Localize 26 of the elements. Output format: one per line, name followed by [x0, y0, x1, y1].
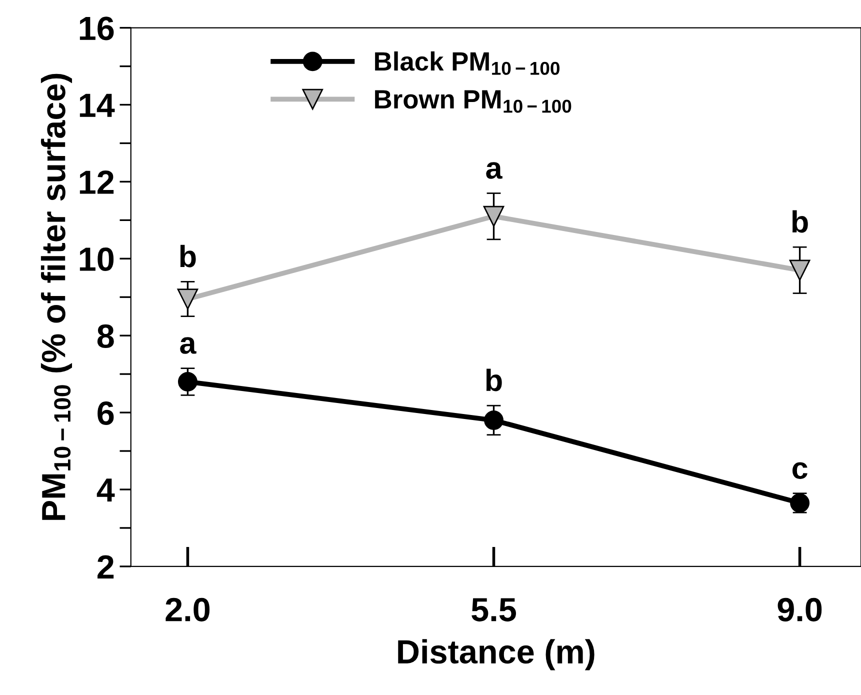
point — [178, 372, 198, 392]
y-tick-label: 2 — [98, 555, 114, 579]
point — [789, 260, 810, 281]
y-tick-label: 12 — [80, 170, 114, 194]
point — [483, 206, 504, 227]
annotation: b — [486, 368, 502, 392]
y-tick-label: 8 — [97, 324, 114, 348]
x-tick-label: 2.0 — [166, 598, 210, 622]
x-tick-label: 5.5 — [472, 598, 516, 622]
x-tick-label: 9.0 — [778, 598, 822, 622]
annotation: c — [792, 462, 808, 479]
y-tick-label: 10 — [80, 247, 114, 272]
x-axis-title: Distance (m) — [398, 639, 594, 670]
y-tick-label: 4 — [96, 478, 115, 502]
y-axis-title: PM$_{10−100}$ (% of filter surface) — [40, 74, 72, 520]
y-tick-label: 16 — [80, 16, 114, 40]
annotation: a — [486, 162, 502, 179]
point — [177, 288, 198, 310]
annotation: a — [180, 337, 196, 354]
annotation: b — [792, 210, 808, 233]
legend-label: Black PM$_{10−100}$ — [375, 51, 560, 75]
annotation: b — [180, 244, 196, 268]
legend-label: Brown PM$_{10−100}$ — [375, 90, 572, 113]
point — [484, 410, 504, 430]
y-tick-label: 6 — [98, 401, 114, 425]
y-tick-label: 14 — [80, 94, 115, 117]
